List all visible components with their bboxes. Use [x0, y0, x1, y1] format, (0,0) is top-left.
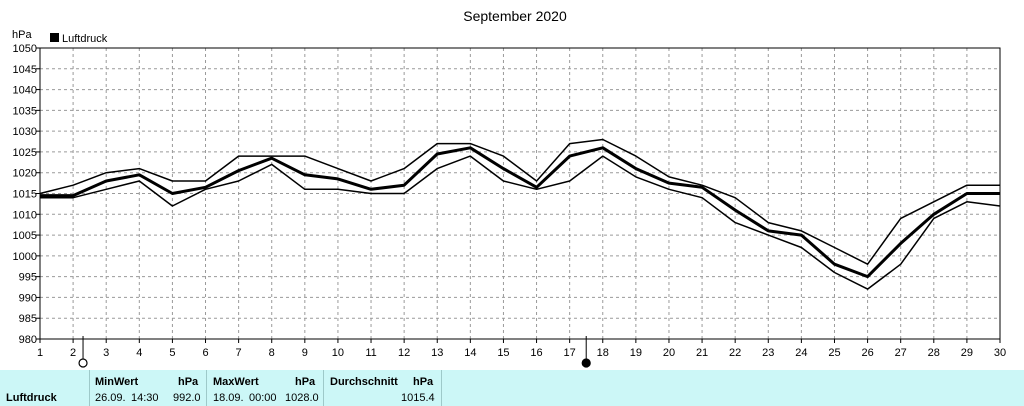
- x-tick-label: 5: [169, 347, 175, 359]
- y-tick-label: 1025: [13, 147, 37, 159]
- x-tick-label: 3: [103, 347, 109, 359]
- y-tick-label: 995: [19, 272, 37, 284]
- y-tick-label: 1050: [13, 43, 37, 55]
- series-lines: [39, 138, 1001, 290]
- moon-markers: [78, 336, 591, 368]
- x-tick-label: 14: [464, 347, 476, 359]
- legend-swatch: [50, 33, 59, 42]
- x-tick-label: 10: [332, 347, 344, 359]
- x-tick-label: 12: [398, 347, 410, 359]
- y-tick-label: 1040: [13, 85, 37, 97]
- x-tick-label: 15: [497, 347, 509, 359]
- x-tick-label: 4: [136, 347, 142, 359]
- max-date: 18.09.: [213, 392, 244, 404]
- chart-title: September 2020: [463, 8, 567, 24]
- y-tick-label: 1045: [13, 64, 37, 76]
- x-tick-label: 20: [663, 347, 675, 359]
- y-tick-label: 980: [19, 334, 37, 346]
- max-value: 1028.0: [285, 392, 319, 404]
- avg-unit: hPa: [413, 376, 434, 388]
- avg-label: Durchschnitt: [330, 376, 398, 388]
- y-tick-label: 1035: [13, 105, 37, 117]
- x-tick-label: 29: [961, 347, 973, 359]
- x-tick-label: 6: [202, 347, 208, 359]
- stats-panel: Luftdruck MinWert hPa 26.09. 14:30 992.0…: [0, 370, 1024, 406]
- y-tick-label: 1010: [13, 209, 37, 221]
- x-tick-label: 23: [762, 347, 774, 359]
- y-tick-label: 985: [19, 313, 37, 325]
- max-unit: hPa: [295, 376, 316, 388]
- stats-series-name: Luftdruck: [6, 392, 57, 404]
- series-line-mean: [40, 146, 1000, 279]
- series-line-min: [40, 155, 1001, 290]
- legend-label: Luftdruck: [62, 33, 108, 45]
- x-tick-label: 16: [530, 347, 542, 359]
- x-tick-label: 11: [365, 347, 376, 359]
- x-tick-label: 1: [37, 347, 43, 359]
- x-tick-label: 21: [696, 347, 708, 359]
- pressure-chart: September 2020 hPa Luftdruck 98098599099…: [12, 8, 1006, 368]
- max-label: MaxWert: [213, 376, 259, 388]
- min-time: 14:30: [131, 392, 159, 404]
- x-tick-label: 24: [795, 347, 807, 359]
- avg-value: 1015.4: [401, 392, 435, 404]
- x-tick-label: 18: [597, 347, 609, 359]
- grid: [40, 48, 1000, 339]
- y-tick-label: 1030: [13, 126, 37, 138]
- x-tick-label: 30: [994, 347, 1006, 359]
- min-date: 26.09.: [95, 392, 126, 404]
- min-unit: hPa: [178, 376, 199, 388]
- x-tick-label: 19: [630, 347, 642, 359]
- x-axis: 1 2 3 4 5 6 7 8 9 10 11 12 13 14 15 16 17 18 19 20 21 22 23 24 2…: [37, 339, 1006, 359]
- y-tick-label: 990: [19, 292, 37, 304]
- x-tick-label: 25: [828, 347, 840, 359]
- stats-avg-cell: Durchschnitt hPa 1015.4: [323, 370, 442, 406]
- stats-max-cell: MaxWert hPa 18.09. 00:00 1028.0: [206, 370, 324, 406]
- stats-name-cell: Luftdruck: [0, 370, 89, 406]
- y-tick-label: 1000: [13, 251, 37, 263]
- y-axis: 980 985 990 995 1000 1005 1010 1015 1020 1025 1030…: [13, 43, 40, 346]
- x-tick-label: 9: [302, 347, 308, 359]
- x-tick-label: 13: [431, 347, 443, 359]
- x-tick-label: 2: [70, 347, 76, 359]
- y-tick-label: 1015: [13, 189, 37, 201]
- x-tick-label: 8: [269, 347, 275, 359]
- y-tick-label: 1005: [13, 230, 37, 242]
- x-tick-label: 28: [928, 347, 940, 359]
- stats-min-cell: MinWert hPa 26.09. 14:30 992.0: [89, 370, 207, 406]
- min-value: 992.0: [173, 392, 201, 404]
- y-tick-label: 1020: [13, 168, 37, 180]
- x-tick-label: 17: [564, 347, 576, 359]
- x-tick-label: 22: [729, 347, 741, 359]
- series-line-max: [39, 138, 1000, 265]
- new-moon-icon: [78, 358, 88, 368]
- y-axis-label: hPa: [12, 29, 32, 41]
- min-label: MinWert: [95, 376, 139, 388]
- max-time: 00:00: [249, 392, 277, 404]
- full-moon-icon: [581, 358, 591, 368]
- x-tick-label: 27: [895, 347, 907, 359]
- x-tick-label: 26: [861, 347, 873, 359]
- x-tick-label: 7: [236, 347, 242, 359]
